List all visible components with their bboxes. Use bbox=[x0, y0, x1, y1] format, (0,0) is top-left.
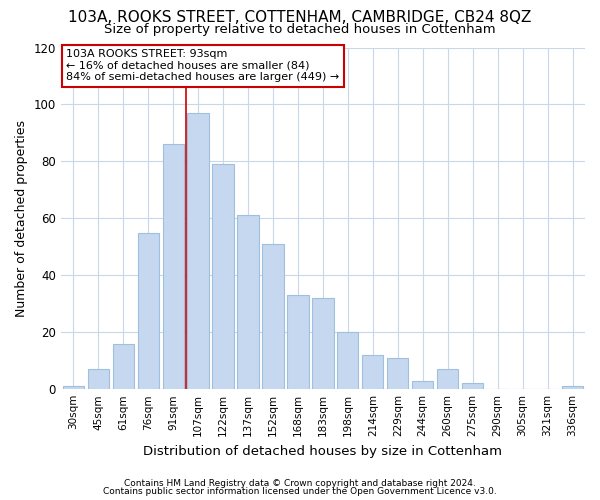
Bar bbox=[113, 344, 134, 389]
Bar bbox=[312, 298, 334, 389]
Text: Size of property relative to detached houses in Cottenham: Size of property relative to detached ho… bbox=[104, 22, 496, 36]
Text: Contains HM Land Registry data © Crown copyright and database right 2024.: Contains HM Land Registry data © Crown c… bbox=[124, 478, 476, 488]
Bar bbox=[362, 355, 383, 389]
Bar bbox=[462, 384, 483, 389]
Bar bbox=[562, 386, 583, 389]
Bar bbox=[137, 232, 159, 389]
Text: 103A, ROOKS STREET, COTTENHAM, CAMBRIDGE, CB24 8QZ: 103A, ROOKS STREET, COTTENHAM, CAMBRIDGE… bbox=[68, 10, 532, 25]
Bar bbox=[387, 358, 409, 389]
Bar bbox=[163, 144, 184, 389]
Bar bbox=[437, 369, 458, 389]
Bar bbox=[337, 332, 358, 389]
Bar bbox=[62, 386, 84, 389]
Bar bbox=[88, 369, 109, 389]
Bar bbox=[287, 295, 308, 389]
Bar bbox=[412, 380, 433, 389]
Y-axis label: Number of detached properties: Number of detached properties bbox=[15, 120, 28, 317]
X-axis label: Distribution of detached houses by size in Cottenham: Distribution of detached houses by size … bbox=[143, 444, 502, 458]
Bar bbox=[187, 113, 209, 389]
Bar bbox=[238, 216, 259, 389]
Bar bbox=[262, 244, 284, 389]
Text: 103A ROOKS STREET: 93sqm
← 16% of detached houses are smaller (84)
84% of semi-d: 103A ROOKS STREET: 93sqm ← 16% of detach… bbox=[66, 49, 339, 82]
Text: Contains public sector information licensed under the Open Government Licence v3: Contains public sector information licen… bbox=[103, 487, 497, 496]
Bar bbox=[212, 164, 233, 389]
